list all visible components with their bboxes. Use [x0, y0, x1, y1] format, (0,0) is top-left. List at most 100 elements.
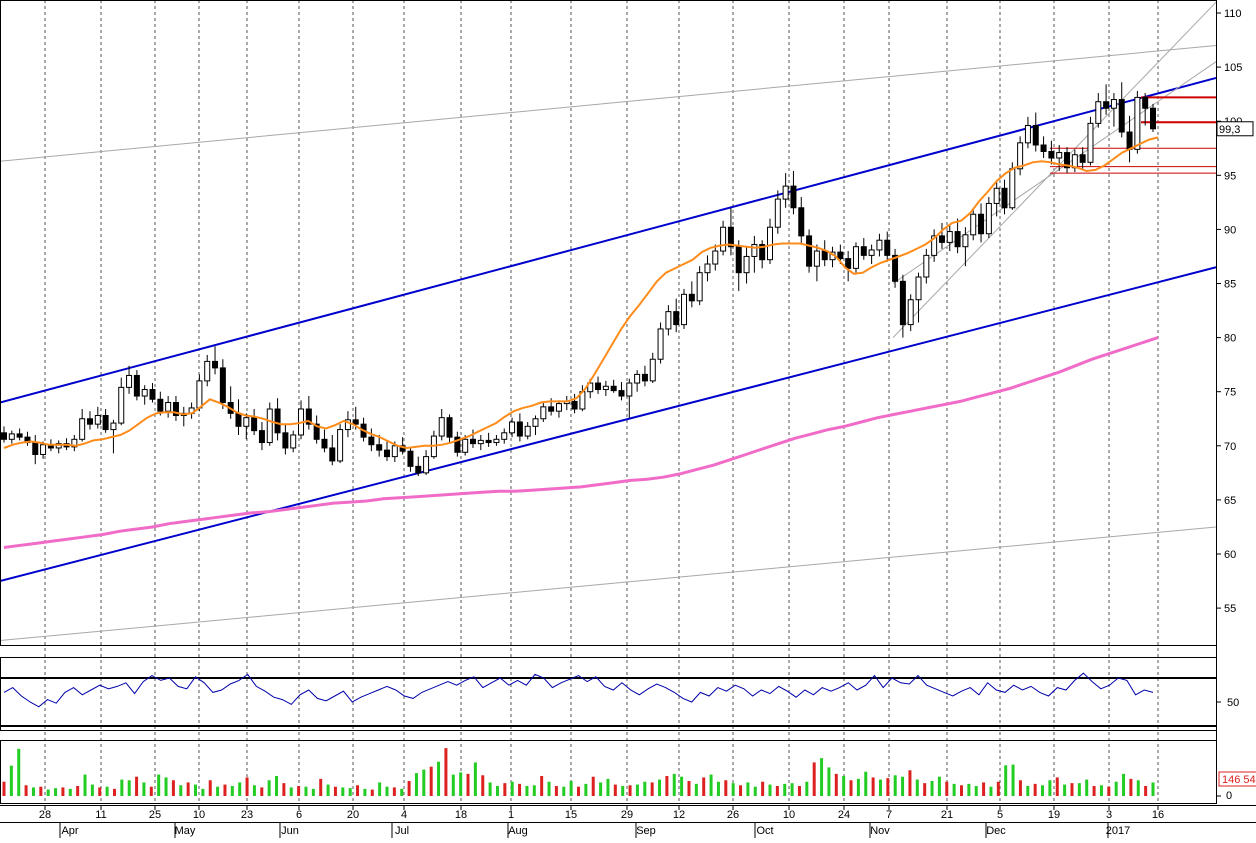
trendline-2: [0, 44, 1217, 162]
candle-body: [688, 293, 695, 302]
candle-body: [751, 244, 758, 257]
candle-body: [1024, 125, 1031, 144]
candle-body: [985, 202, 992, 235]
x-month-label: Apr: [61, 825, 78, 837]
candle-body: [274, 408, 281, 434]
candle-body: [587, 382, 594, 393]
candle-body: [1095, 101, 1102, 124]
candle-body: [821, 250, 828, 261]
candle-body: [1009, 168, 1016, 209]
candle-body: [477, 439, 484, 445]
candle-body: [352, 419, 359, 425]
candle-body: [391, 445, 398, 458]
candle-body: [735, 246, 742, 274]
candle-body: [376, 444, 383, 451]
moving-average-0: [3, 136, 1159, 450]
candle-body: [602, 385, 609, 391]
panel-border-1: [0, 657, 1217, 731]
vol-y-tick-label: 0: [1226, 790, 1232, 802]
candle-body: [290, 434, 297, 449]
x-day-label: 24: [838, 809, 850, 821]
candle-body: [16, 433, 23, 438]
x-day-label: 20: [347, 809, 359, 821]
candle-body: [1040, 144, 1047, 152]
candle-body: [446, 417, 453, 438]
candle-body: [462, 438, 469, 453]
candle-body: [493, 438, 500, 444]
trendline-1: [0, 266, 1217, 583]
x-month-label: Jun: [281, 825, 299, 837]
x-month-label: 2017: [1106, 825, 1130, 837]
candle-body: [485, 439, 492, 444]
candle-body: [720, 226, 727, 252]
x-month-label: Sep: [636, 825, 656, 837]
oscillator-line: [3, 672, 1154, 708]
candle-body: [860, 246, 867, 256]
candle-body: [899, 280, 906, 326]
volume-panel[interactable]: [2, 748, 1155, 796]
candle-body: [938, 235, 945, 243]
candle-body: [524, 425, 531, 437]
x-day-label: 29: [621, 809, 633, 821]
candle-body: [266, 408, 273, 444]
candle-body: [1103, 101, 1110, 109]
candle-body: [813, 250, 820, 267]
candle-body: [509, 421, 516, 434]
candle-body: [1079, 154, 1086, 163]
candle-body: [727, 226, 734, 248]
candle-body: [555, 403, 562, 412]
candle-body: [946, 231, 953, 243]
candle-body: [1126, 131, 1133, 150]
trendline-4: [892, 1, 1217, 338]
candle-body: [454, 436, 461, 453]
price-y-tick-label: 80: [1224, 333, 1236, 345]
candle-body: [251, 417, 258, 432]
candle-body: [438, 417, 445, 437]
candle-body: [892, 254, 899, 282]
candle-body: [1017, 142, 1024, 170]
candle-body: [774, 198, 781, 228]
candle-body: [32, 442, 39, 455]
x-day-label: 11: [95, 809, 106, 821]
x-day-label: 10: [193, 809, 205, 821]
x-day-label: 23: [241, 809, 253, 821]
candle-body: [1032, 125, 1039, 146]
candle-body: [806, 235, 813, 267]
x-day-label: 1: [508, 809, 514, 821]
candle-body: [696, 272, 703, 302]
candle-body: [767, 226, 773, 261]
price-panel[interactable]: [0, 1, 1217, 642]
candle-body: [196, 380, 203, 409]
x-day-label: 26: [727, 809, 739, 821]
x-day-label: 25: [149, 809, 161, 821]
candle-body: [1110, 99, 1117, 109]
candle-body: [516, 421, 523, 437]
candle-body: [837, 251, 844, 260]
candle-body: [540, 406, 547, 420]
candle-body: [931, 235, 938, 256]
candle-body: [204, 360, 211, 382]
candle-body: [532, 418, 539, 427]
candle-body: [141, 389, 148, 397]
candle-body: [665, 311, 672, 330]
panel-border-0: [0, 0, 1217, 646]
candle-body: [782, 185, 789, 200]
candle-body: [79, 418, 86, 440]
candle-body: [321, 438, 328, 449]
candle-body: [1048, 150, 1055, 159]
candle-body: [1150, 107, 1156, 130]
candle-body: [1, 432, 7, 440]
candle-body: [384, 449, 390, 458]
candle-body: [1134, 96, 1141, 150]
candle-body: [634, 373, 641, 384]
candle-body: [219, 367, 226, 404]
trendline-3: [0, 526, 1217, 642]
candle-body: [681, 293, 688, 326]
candle-body: [907, 299, 914, 326]
x-day-label: 12: [673, 809, 685, 821]
candle-body: [1087, 122, 1094, 163]
oscillator-panel[interactable]: [0, 672, 1216, 727]
